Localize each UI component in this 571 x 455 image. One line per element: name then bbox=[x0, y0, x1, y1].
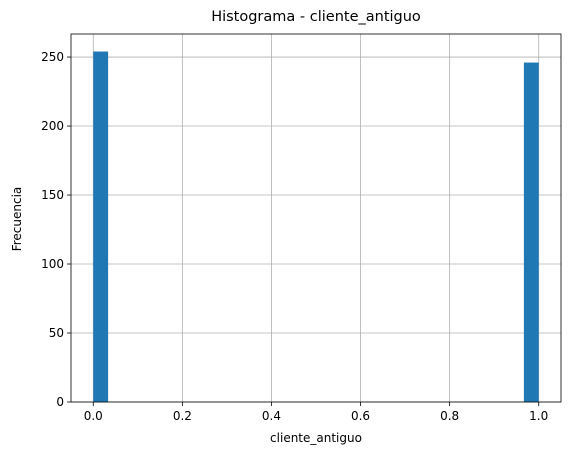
y-tick-label: 0 bbox=[56, 395, 64, 409]
y-tick-label: 200 bbox=[41, 119, 64, 133]
y-tick-label: 50 bbox=[49, 326, 64, 340]
y-tick-label: 100 bbox=[41, 257, 64, 271]
plot-frame bbox=[70, 33, 562, 403]
x-tick-label: 0.8 bbox=[440, 409, 459, 423]
grid-lines bbox=[71, 34, 561, 403]
histogram-bars bbox=[93, 51, 539, 403]
y-tick-label: 250 bbox=[41, 50, 64, 64]
chart-title: Histograma - cliente_antiguo bbox=[211, 9, 421, 25]
x-axis-label: cliente_antiguo bbox=[270, 431, 362, 445]
y-axis-ticks: 0 50 100 150 200 250 bbox=[41, 50, 71, 409]
x-tick-label: 0.2 bbox=[173, 409, 192, 423]
x-tick-label: 0.0 bbox=[84, 409, 103, 423]
x-tick-label: 0.4 bbox=[262, 409, 281, 423]
x-tick-label: 0.6 bbox=[351, 409, 370, 423]
y-tick-label: 150 bbox=[41, 188, 64, 202]
x-axis-ticks: 0.0 0.2 0.4 0.6 0.8 1.0 bbox=[84, 402, 548, 423]
x-tick-label: 1.0 bbox=[529, 409, 548, 423]
y-axis-label: Frecuencia bbox=[10, 187, 24, 252]
histogram-bar bbox=[523, 62, 539, 402]
histogram-bar bbox=[93, 51, 109, 403]
